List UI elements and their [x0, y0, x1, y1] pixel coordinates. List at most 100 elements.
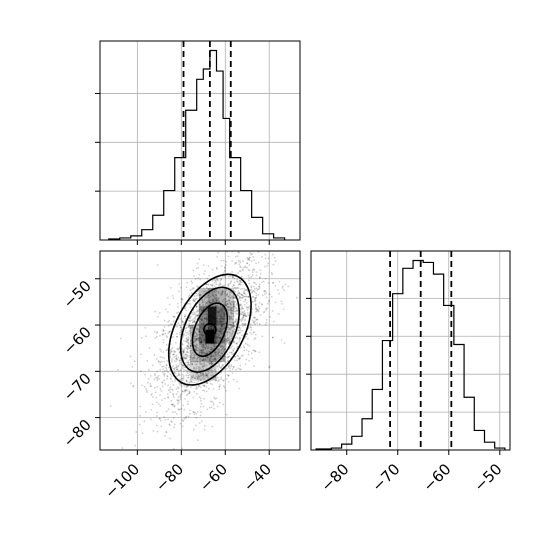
scatter-point: [240, 294, 243, 296]
scatter-point: [191, 321, 194, 324]
scatter-point: [277, 313, 280, 315]
scatter-point: [161, 333, 164, 336]
scatter-point: [229, 367, 231, 370]
scatter-point: [239, 299, 242, 302]
scatter-point: [189, 320, 192, 323]
scatter-point: [182, 357, 185, 360]
scatter-point: [191, 321, 194, 324]
scatter-point: [235, 336, 238, 339]
scatter-point: [224, 342, 227, 345]
scatter-point: [188, 324, 191, 327]
scatter-point: [170, 420, 173, 423]
scatter-point: [190, 386, 192, 389]
scatter-point: [179, 378, 182, 381]
scatter-point: [173, 360, 176, 362]
histogram-panel-y: −80 −70 −60 −50: [306, 250, 511, 495]
scatter-point: [242, 316, 245, 319]
scatter-point: [214, 300, 216, 303]
scatter-point: [202, 290, 205, 293]
scatter-point: [185, 394, 188, 397]
scatter-point: [169, 356, 172, 359]
scatter-point: [179, 326, 182, 329]
scatter-point: [195, 305, 198, 308]
scatter-point: [191, 363, 193, 366]
scatter-point: [231, 271, 234, 273]
scatter-point: [169, 386, 172, 389]
scatter-point: [266, 302, 269, 305]
scatter-point: [198, 296, 201, 299]
scatter-point: [202, 372, 204, 375]
scatter-point: [199, 405, 202, 408]
scatter-point: [239, 280, 242, 283]
scatter-point: [171, 358, 174, 360]
scatter-point: [196, 344, 199, 347]
scatter-point: [243, 319, 246, 322]
scatter-point: [193, 356, 195, 359]
scatter-point: [227, 355, 230, 358]
scatter-point: [250, 285, 253, 288]
scatter-point: [195, 338, 198, 341]
scatter-point: [234, 290, 237, 293]
scatter-point: [183, 366, 186, 368]
scatter-point: [257, 251, 260, 254]
scatter-point: [228, 320, 231, 323]
scatter-point: [182, 343, 184, 346]
scatter-point: [232, 297, 235, 299]
scatter-point: [222, 379, 225, 382]
scatter-point: [162, 333, 165, 336]
scatter-point: [223, 386, 226, 389]
scatter-point: [207, 343, 210, 346]
scatter-point: [210, 346, 213, 349]
scatter-point: [238, 358, 241, 361]
scatter-point: [186, 348, 189, 351]
scatter-point: [199, 307, 202, 310]
scatter-point: [246, 257, 249, 259]
scatter-point: [248, 359, 250, 362]
scatter-point: [206, 356, 209, 358]
scatter-point: [204, 317, 206, 320]
scatter-point: [226, 303, 229, 305]
scatter-point: [195, 267, 198, 270]
scatter-point: [215, 299, 218, 302]
scatter-point: [248, 269, 251, 272]
scatter-point: [173, 371, 175, 374]
scatter-point: [184, 397, 187, 400]
scatter-point: [251, 357, 254, 360]
scatter-point: [257, 305, 260, 308]
scatter-point: [158, 378, 161, 381]
scatter-point: [195, 387, 197, 390]
scatter-point: [223, 266, 226, 269]
scatter-point: [155, 358, 158, 360]
scatter-point: [220, 265, 223, 267]
scatter-point: [186, 354, 189, 357]
scatter-point: [227, 328, 230, 331]
scatter-point: [198, 294, 201, 297]
scatter-point: [170, 348, 173, 350]
scatter-point: [228, 299, 230, 302]
scatter-point: [232, 365, 235, 368]
scatter-point: [233, 284, 235, 287]
scatter-point: [173, 367, 176, 370]
scatter-point: [169, 349, 172, 351]
scatter-point: [261, 335, 264, 338]
scatter-point: [206, 277, 209, 280]
scatter-point: [227, 360, 229, 363]
scatter-point: [217, 380, 220, 383]
scatter-point: [257, 293, 260, 296]
scatter-point: [199, 414, 202, 417]
scatter-point: [268, 293, 271, 296]
scatter-point: [262, 280, 265, 283]
scatter-point: [205, 305, 208, 307]
scatter-point: [224, 300, 227, 303]
scatter-point: [250, 328, 253, 331]
scatter-point: [227, 306, 230, 309]
scatter-point: [172, 315, 175, 318]
scatter-point: [245, 315, 248, 317]
scatter-point: [200, 363, 203, 366]
scatter-point: [211, 363, 213, 366]
scatter-point: [154, 310, 157, 313]
scatter-point: [173, 405, 176, 407]
scatter-point: [187, 324, 190, 327]
scatter-point: [246, 309, 249, 311]
